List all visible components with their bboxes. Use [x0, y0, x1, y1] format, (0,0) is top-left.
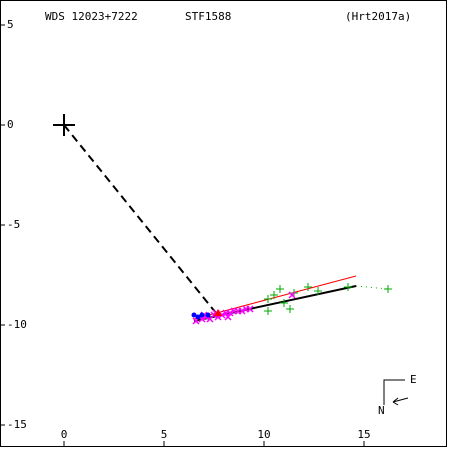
- compass-n: N: [378, 404, 385, 417]
- line: [193, 275, 357, 320]
- point: [314, 287, 322, 295]
- point: [288, 291, 296, 299]
- point: [195, 314, 201, 320]
- point: [264, 307, 272, 315]
- point: [238, 307, 246, 315]
- line: [63, 124, 217, 314]
- point: [224, 313, 232, 321]
- point: [270, 291, 278, 299]
- x-tick-label: 0: [61, 428, 68, 441]
- y-tick-label: -15: [7, 418, 27, 431]
- point: [199, 312, 205, 318]
- compass-axes: [383, 379, 405, 405]
- y-tick-label: 5: [7, 18, 14, 31]
- y-tick-label: -5: [7, 218, 20, 231]
- point: [384, 285, 392, 293]
- point: [280, 299, 288, 307]
- wds-label: WDS 12023+7222: [45, 10, 138, 23]
- compass-e: E: [410, 373, 417, 386]
- star-label: STF1588: [185, 10, 231, 23]
- y-tick-label: 0: [7, 118, 14, 131]
- x-tick-label: 5: [161, 428, 168, 441]
- point: [344, 283, 352, 291]
- x-tick-label: 10: [257, 428, 270, 441]
- primary-star: [53, 114, 75, 136]
- compass: E N: [378, 373, 417, 417]
- point: [286, 305, 294, 313]
- point: [226, 309, 234, 317]
- point: [264, 295, 272, 303]
- point: [276, 285, 284, 293]
- compass-arrow: [392, 397, 409, 406]
- point: [214, 309, 222, 316]
- point: [304, 283, 312, 291]
- point: [205, 312, 211, 318]
- y-tick-label: -10: [7, 318, 27, 331]
- ref-label: (Hrt2017a): [345, 10, 411, 23]
- point: [191, 312, 197, 318]
- line: [355, 285, 389, 290]
- point: [246, 305, 254, 313]
- x-tick-label: 15: [357, 428, 370, 441]
